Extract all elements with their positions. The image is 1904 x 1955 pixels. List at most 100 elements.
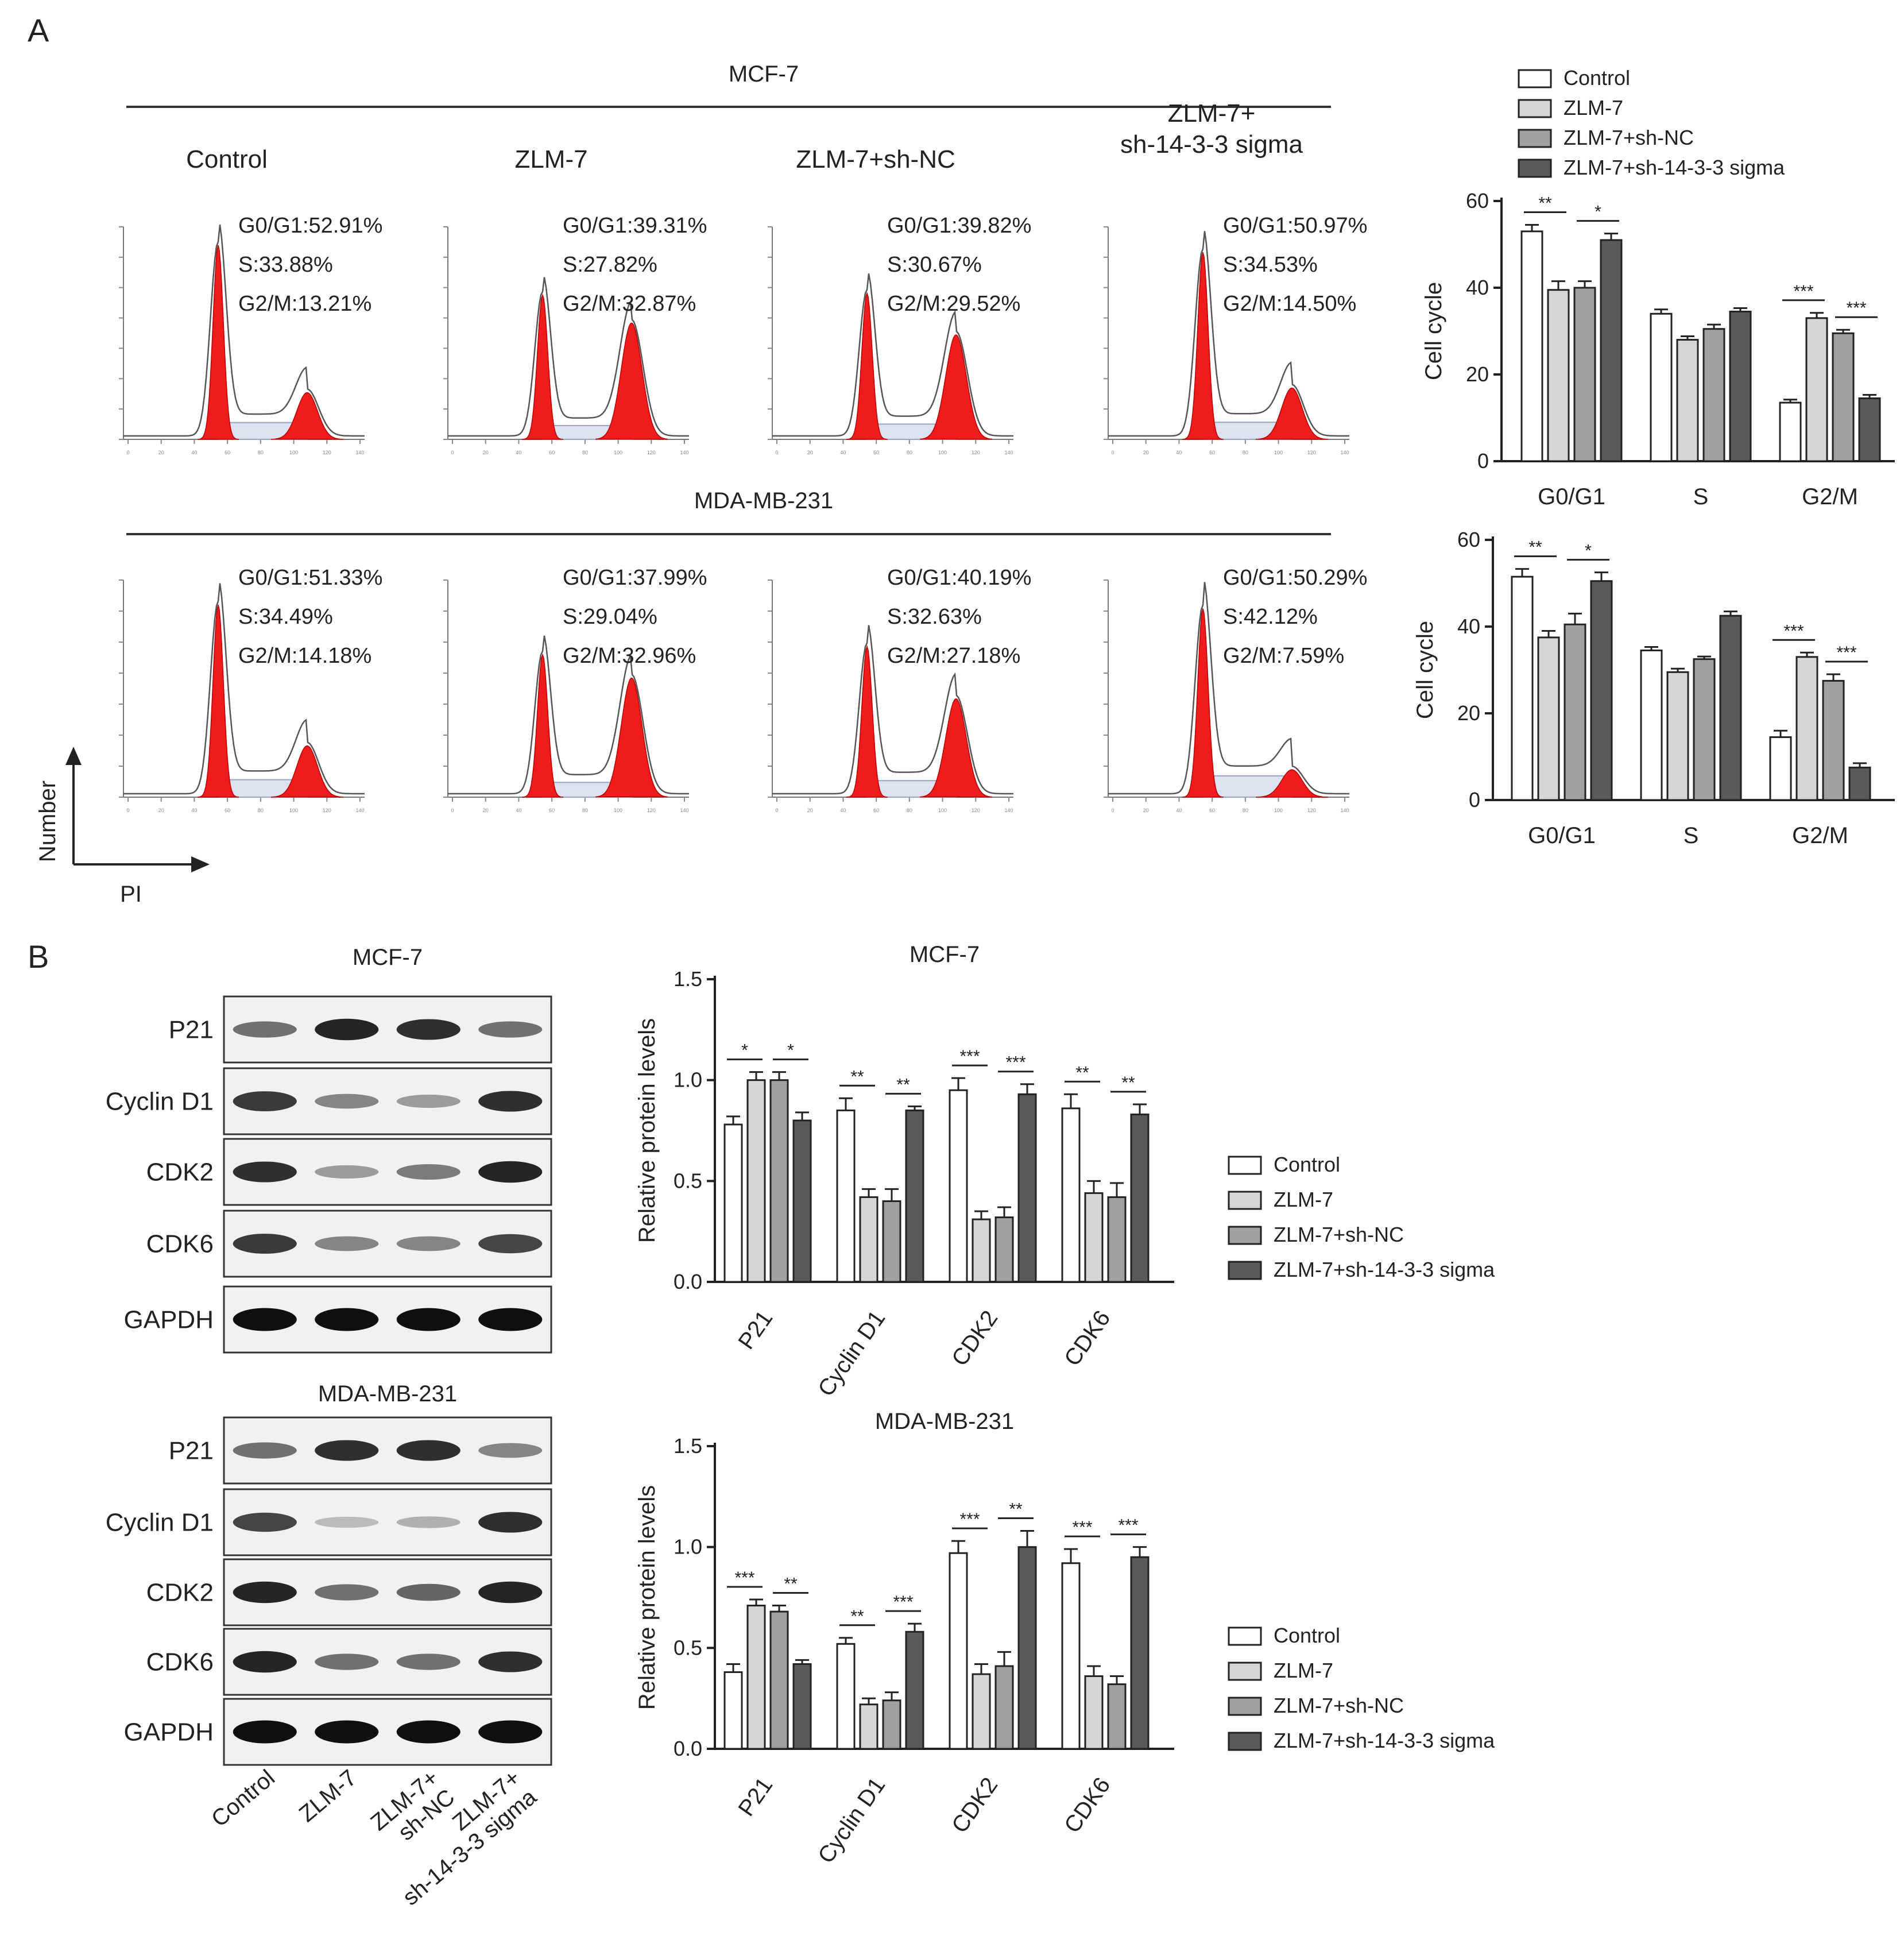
bar-0-3 [792, 1663, 812, 1750]
significance-label: *** [1793, 282, 1813, 301]
protein-label-1-0: P21 [169, 1437, 214, 1465]
legend-b2-swatch-3 [1228, 1732, 1262, 1751]
significance-label: *** [959, 1510, 980, 1529]
blot-band-0 [233, 1512, 297, 1532]
blot-band-1 [315, 1165, 379, 1179]
legend-b1-swatch-0 [1228, 1156, 1262, 1175]
significance-label: *** [1846, 299, 1866, 318]
bar-3-3 [1130, 1113, 1150, 1283]
bar-3-3 [1130, 1556, 1150, 1750]
significance-label: ** [1009, 1500, 1023, 1519]
bar-2-1 [972, 1218, 991, 1283]
y-tick-label: 20 [1466, 362, 1489, 386]
y-tick-label: 1.5 [674, 1434, 702, 1458]
hist-x-tick-label: 0 [1111, 450, 1114, 455]
blot-strip-0-4 [223, 1285, 552, 1354]
blot-band-0 [233, 1234, 297, 1254]
g0g1-peak [846, 645, 888, 798]
blot-band-3 [478, 1308, 543, 1331]
legend-a-swatch-0 [1518, 69, 1552, 88]
lane-label-1: ZLM-7 [295, 1765, 362, 1827]
bar-1-1 [859, 1703, 879, 1750]
phase-annotation-2: G2/M:13.21% [238, 292, 371, 316]
hist-x-tick-label: 20 [807, 450, 813, 455]
bar-0-1 [746, 1079, 766, 1283]
legend-b1-label-0: Control [1274, 1153, 1340, 1176]
hist-x-tick-label: 140 [1004, 450, 1013, 455]
blot-strip-0-2 [223, 1138, 552, 1206]
histogram-1-3: 0 20 40 60 80 100 120 140 G0/G1:50.29% S:42.12% G2… [1104, 566, 1367, 813]
hist-outline [1108, 582, 1349, 795]
phase-annotation-1: S:29.04% [563, 605, 657, 629]
chart-title: MDA-MB-231 [875, 1409, 1014, 1434]
hist-x-tick-label: 120 [972, 450, 980, 455]
protein-label-0-4: GAPDH [124, 1306, 214, 1334]
hist-x-tick-label: 120 [323, 450, 331, 455]
blot-title-0: MCF-7 [353, 945, 423, 970]
legend-b1-swatch-3 [1228, 1261, 1262, 1280]
group-title-0: MCF-7 [729, 61, 799, 87]
number-axis-label: Number [35, 781, 60, 862]
y-tick-label: 0.5 [674, 1636, 702, 1659]
g2m-peak [270, 745, 344, 798]
bar-0-1 [1547, 289, 1570, 462]
y-tick-label: 1.0 [674, 1068, 702, 1092]
blot-band-2 [396, 1236, 460, 1251]
blot-band-0 [233, 1308, 297, 1331]
phase-annotation-2: G2/M:7.59% [1223, 644, 1344, 668]
hist-x-tick-label: 40 [191, 808, 197, 813]
phase-annotation-0: G0/G1:52.91% [238, 214, 382, 238]
hist-x-tick-label: 60 [873, 808, 879, 813]
condition-header-2-line: ZLM-7+sh-NC [796, 145, 955, 173]
protein-label-0-1: Cyclin D1 [106, 1088, 214, 1116]
significance-label: ** [1528, 538, 1542, 557]
group-title-1: MDA-MB-231 [694, 488, 833, 513]
blot-band-1 [315, 1018, 379, 1041]
histogram-1-2: 0 20 40 60 80 100 120 140 G0/G1:40.19% S:32.63% G2… [768, 566, 1031, 813]
bar-chart-2: 0.0 0.5 1.0 1.5 Relative protein levels MCF-7… [634, 942, 1174, 1401]
category-label-1: Cyclin D1 [813, 1773, 890, 1868]
significance-label: * [741, 1041, 748, 1060]
bar-chart-3: 0.0 0.5 1.0 1.5 Relative protein levels MDA-M… [634, 1409, 1174, 1868]
phase-annotation-1: S:32.63% [887, 605, 982, 629]
bar-2-0 [1779, 401, 1802, 462]
hist-x-tick-label: 40 [840, 808, 846, 813]
significance-label: * [1585, 542, 1592, 561]
phase-annotation-0: G0/G1:39.82% [887, 214, 1031, 238]
bar-0-3 [792, 1119, 812, 1283]
blot-strip-1-1 [223, 1488, 552, 1556]
hist-x-tick-label: 80 [1243, 450, 1248, 455]
bar-0-0 [723, 1671, 743, 1750]
y-tick-label: 1.0 [674, 1535, 702, 1559]
y-tick-label: 0.0 [674, 1270, 702, 1293]
condition-header-1-line: ZLM-7 [514, 145, 587, 173]
phase-annotation-1: S:34.49% [238, 605, 333, 629]
hist-x-tick-label: 0 [1111, 808, 1114, 813]
hist-x-tick-label: 100 [289, 808, 298, 813]
bar-1-0 [836, 1643, 856, 1750]
hist-x-tick-label: 80 [1243, 808, 1248, 813]
y-tick-label: 20 [1457, 701, 1480, 725]
condition-header-3-line: ZLM-7+ [1168, 99, 1256, 128]
hist-x-tick-label: 40 [1176, 808, 1182, 813]
legend-b2-swatch-1 [1228, 1662, 1262, 1681]
g2m-peak [919, 698, 993, 798]
legend-a-swatch-2 [1518, 129, 1552, 148]
g2m-peak [595, 322, 668, 440]
hist-x-tick-label: 100 [938, 808, 947, 813]
bar-3-2 [1107, 1683, 1127, 1750]
phase-annotation-1: S:42.12% [1223, 605, 1318, 629]
lane-label-1-line: ZLM-7 [295, 1765, 362, 1827]
lane-label-0: Control [207, 1765, 280, 1832]
blot-band-1 [315, 1308, 379, 1331]
bar-2-2 [994, 1216, 1014, 1283]
g2m-peak [1255, 387, 1329, 440]
hist-x-tick-label: 120 [647, 808, 656, 813]
hist-outline [448, 635, 689, 795]
bar-2-1 [1805, 317, 1828, 462]
hist-x-tick-label: 20 [1143, 450, 1149, 455]
bar-1-3 [1719, 615, 1742, 801]
blot-strip-1-0 [223, 1416, 552, 1485]
bar-2-2 [994, 1665, 1014, 1750]
